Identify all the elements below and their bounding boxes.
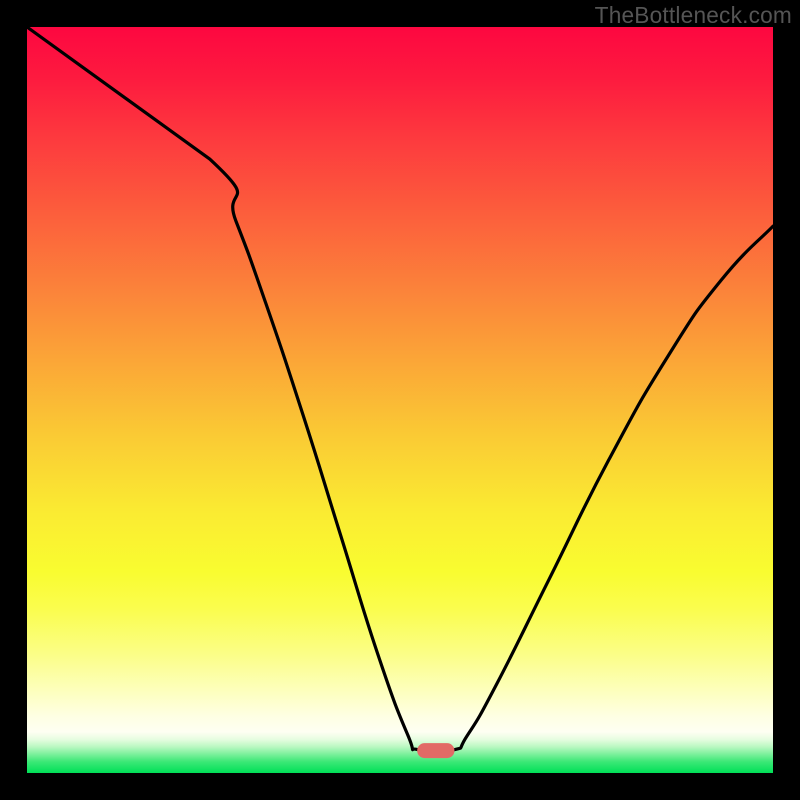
gradient-background — [27, 27, 773, 773]
chart-frame — [0, 0, 800, 800]
chart-svg — [27, 27, 773, 773]
optimum-marker — [417, 743, 454, 758]
plot-area — [27, 27, 773, 773]
watermark-text: TheBottleneck.com — [595, 2, 792, 29]
